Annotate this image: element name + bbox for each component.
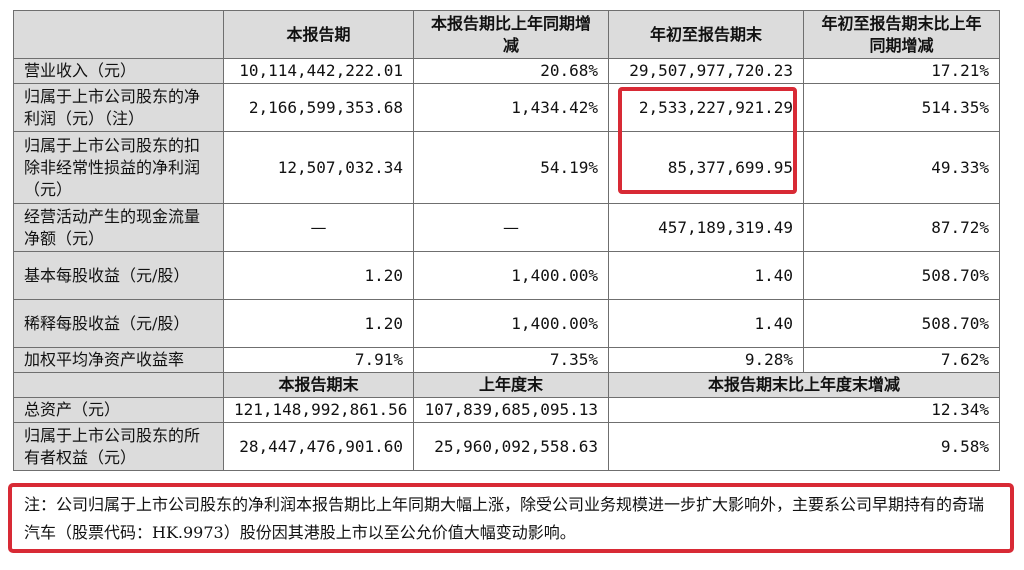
header2-blank	[13, 372, 224, 398]
cell-ytd-change: 7.62%	[803, 347, 1000, 373]
cell-change: 54.19%	[413, 131, 609, 204]
cell-period-end: 121,148,992,861.56	[223, 397, 414, 423]
cell-ytd: 9.28%	[608, 347, 804, 373]
cell-change: 1,400.00%	[413, 299, 609, 348]
cell-current: 1.20	[223, 299, 414, 348]
cell-ytd: 29,507,977,720.23	[608, 58, 804, 84]
cell-ytd: 457,189,319.49	[608, 203, 804, 252]
header-row-2: 本报告期末 上年度末 本报告期末比上年度末增减	[13, 372, 1000, 398]
cell-current: 12,507,032.34	[223, 131, 414, 204]
cell-change: 1,400.00%	[413, 251, 609, 300]
row-label: 总资产（元）	[13, 397, 224, 423]
table-row: 经营活动产生的现金流量净额（元） — — 457,189,319.49 87.7…	[13, 203, 1000, 252]
cell-current: 10,114,442,222.01	[223, 58, 414, 84]
table-row: 归属于上市公司股东的所有者权益（元） 28,447,476,901.60 25,…	[13, 422, 1000, 471]
cell-ytd: 2,533,227,921.29	[608, 83, 804, 132]
table-row: 归属于上市公司股东的净利润（元）（注） 2,166,599,353.68 1,4…	[13, 83, 1000, 132]
cell-ytd-change: 17.21%	[803, 58, 1000, 84]
row-label: 经营活动产生的现金流量净额（元）	[13, 203, 224, 252]
header-ytd: 年初至报告期末	[608, 10, 804, 59]
header-period-end-change: 本报告期末比上年度末增减	[608, 372, 1000, 398]
table-row: 稀释每股收益（元/股） 1.20 1,400.00% 1.40 508.70%	[13, 299, 1000, 348]
cell-period-end: 28,447,476,901.60	[223, 422, 414, 471]
cell-change: 9.58%	[608, 422, 1000, 471]
cell-ytd: 1.40	[608, 251, 804, 300]
cell-current: 2,166,599,353.68	[223, 83, 414, 132]
footnote: 注：公司归属于上市公司股东的净利润本报告期比上年同期大幅上涨，除受公司业务规模进…	[8, 483, 1014, 553]
financial-data-table: 本报告期 本报告期比上年同期增减 年初至报告期末 年初至报告期末比上年同期增减 …	[13, 10, 1000, 471]
cell-ytd-change: 514.35%	[803, 83, 1000, 132]
cell-prev-year-end: 25,960,092,558.63	[413, 422, 609, 471]
cell-ytd: 1.40	[608, 299, 804, 348]
table-row: 加权平均净资产收益率 7.91% 7.35% 9.28% 7.62%	[13, 347, 1000, 373]
highlight-box	[618, 87, 797, 194]
row-label: 稀释每股收益（元/股）	[13, 299, 224, 348]
cell-change: 12.34%	[608, 397, 1000, 423]
cell-ytd-change: 49.33%	[803, 131, 1000, 204]
row-label: 归属于上市公司股东的净利润（元）（注）	[13, 83, 224, 132]
header-prev-year-end: 上年度末	[413, 372, 609, 398]
row-label: 归属于上市公司股东的扣除非经常性损益的净利润（元）	[13, 131, 224, 204]
cell-current: 1.20	[223, 251, 414, 300]
cell-ytd-change: 508.70%	[803, 299, 1000, 348]
cell-ytd-change: 87.72%	[803, 203, 1000, 252]
header-change-yoy: 本报告期比上年同期增减	[413, 10, 609, 59]
header-blank	[13, 10, 224, 59]
table-row: 营业收入（元） 10,114,442,222.01 20.68% 29,507,…	[13, 58, 1000, 84]
row-label: 加权平均净资产收益率	[13, 347, 224, 373]
row-label: 基本每股收益（元/股）	[13, 251, 224, 300]
cell-change: 7.35%	[413, 347, 609, 373]
cell-current: 7.91%	[223, 347, 414, 373]
cell-ytd-change: 508.70%	[803, 251, 1000, 300]
header-ytd-change: 年初至报告期末比上年同期增减	[803, 10, 1000, 59]
table-row: 总资产（元） 121,148,992,861.56 107,839,685,09…	[13, 397, 1000, 423]
header-row: 本报告期 本报告期比上年同期增减 年初至报告期末 年初至报告期末比上年同期增减	[13, 10, 1000, 59]
table-row: 基本每股收益（元/股） 1.20 1,400.00% 1.40 508.70%	[13, 251, 1000, 300]
row-label: 营业收入（元）	[13, 58, 224, 84]
cell-change: 1,434.42%	[413, 83, 609, 132]
cell-prev-year-end: 107,839,685,095.13	[413, 397, 609, 423]
header-period-end: 本报告期末	[223, 372, 414, 398]
cell-change: —	[413, 203, 609, 252]
table-row: 归属于上市公司股东的扣除非经常性损益的净利润（元） 12,507,032.34 …	[13, 131, 1000, 204]
header-current-period: 本报告期	[223, 10, 414, 59]
cell-current: —	[223, 203, 414, 252]
cell-change: 20.68%	[413, 58, 609, 84]
row-label: 归属于上市公司股东的所有者权益（元）	[13, 422, 224, 471]
